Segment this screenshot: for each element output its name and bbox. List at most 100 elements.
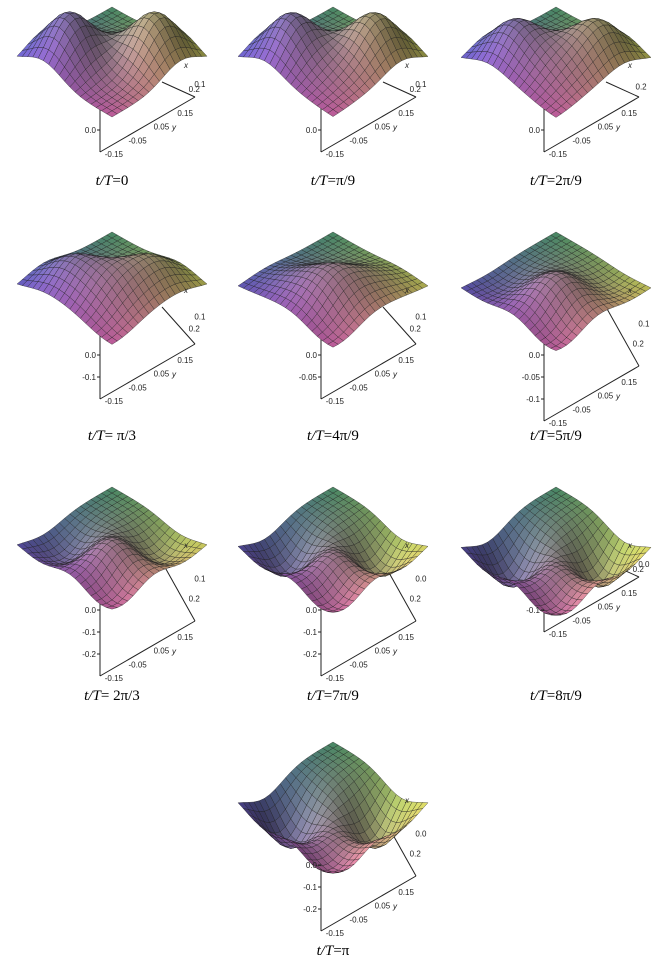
caption-value: =8π/9	[547, 688, 582, 704]
y-tick-label: -0.05	[350, 660, 369, 669]
surface-panel: 0.0-0.15-0.050.050.15y0.10.2xt/T=0	[17, 7, 207, 189]
surface-panel: 0.0-0.1-0.15-0.050.050.15y0.10.2xt/T= π/…	[17, 232, 207, 444]
x-tick-label: 0.1	[194, 575, 206, 584]
y-axis-label: y	[171, 123, 177, 132]
caption-variable: t/T	[96, 173, 114, 189]
y-tick-label: 0.15	[177, 356, 193, 365]
y-tick-label: 0.05	[154, 123, 170, 132]
y-axis	[100, 621, 195, 676]
y-tick-label: -0.05	[573, 405, 592, 414]
y-tick-label: 0.05	[154, 647, 170, 656]
x-axis	[606, 82, 639, 97]
y-tick-label: -0.15	[549, 630, 568, 639]
x-tick-label: 0.2	[410, 85, 422, 94]
y-tick-label: 0.15	[621, 109, 637, 118]
y-axis	[544, 366, 639, 421]
surface-patch	[328, 611, 339, 612]
y-axis	[100, 344, 195, 399]
y-axis-label: y	[392, 123, 398, 132]
z-tick-label: -0.1	[303, 628, 317, 637]
y-tick-label: -0.15	[326, 674, 345, 683]
y-tick-label: -0.05	[129, 136, 148, 145]
y-tick-label: 0.15	[398, 109, 414, 118]
y-tick-label: -0.05	[350, 915, 369, 924]
x-tick-label: 0.2	[189, 325, 201, 334]
surface-panel: 0.0-0.05-0.1-0.15-0.050.050.15y0.10.2xt/…	[461, 232, 651, 444]
y-axis-label: y	[615, 392, 621, 401]
y-tick-label: 0.05	[375, 370, 391, 379]
y-tick-label: 0.05	[598, 123, 614, 132]
caption-variable: t/T	[317, 943, 335, 959]
y-axis-label: y	[171, 370, 177, 379]
z-tick-label: 0.0	[306, 606, 318, 615]
y-tick-label: -0.05	[350, 136, 369, 145]
x-tick-label: 0.2	[410, 849, 422, 858]
caption-value: =7π/9	[324, 688, 359, 704]
y-tick-label: 0.15	[621, 589, 637, 598]
z-tick-label: -0.1	[82, 628, 96, 637]
z-tick-label: 0.0	[306, 861, 318, 870]
x-axis	[606, 307, 639, 366]
z-tick-label: 0.0	[529, 126, 541, 135]
y-axis-label: y	[392, 902, 398, 911]
y-tick-label: 0.05	[598, 603, 614, 612]
y-tick-label: -0.15	[105, 674, 124, 683]
y-tick-label: -0.15	[326, 150, 345, 159]
y-tick-label: -0.05	[573, 136, 592, 145]
y-tick-label: 0.15	[177, 109, 193, 118]
y-tick-label: -0.05	[129, 660, 148, 669]
y-tick-label: 0.05	[154, 370, 170, 379]
x-tick-label: 0.1	[415, 312, 427, 321]
panel-caption: t/T=π/9	[311, 173, 355, 189]
caption-variable: t/T	[530, 428, 548, 444]
y-tick-label: 0.05	[375, 123, 391, 132]
caption-variable: t/T	[311, 173, 329, 189]
y-tick-label: -0.15	[105, 397, 124, 406]
z-tick-label: 0.0	[529, 351, 541, 360]
panel-caption: t/T=π	[317, 943, 350, 959]
x-tick-label: 0.1	[194, 312, 206, 321]
y-tick-label: 0.05	[375, 647, 391, 656]
caption-value: = π/3	[105, 428, 136, 444]
y-tick-label: -0.15	[105, 150, 124, 159]
surface-panel: 0.0-0.15-0.050.050.15y0.10.2xt/T=π/9	[238, 7, 428, 189]
y-axis-label: y	[615, 603, 621, 612]
z-tick-label: -0.2	[303, 905, 317, 914]
x-tick-label: 0.2	[189, 594, 201, 603]
z-tick-label: -0.1	[303, 883, 317, 892]
y-tick-label: -0.05	[350, 383, 369, 392]
surface-panel: 0.0-0.05-0.15-0.050.050.15y0.10.2xt/T=4π…	[238, 232, 428, 444]
y-tick-label: 0.05	[598, 392, 614, 401]
panel-caption: t/T=0	[96, 173, 129, 189]
x-tick-label: 0.2	[633, 339, 645, 348]
z-tick-label: -0.1	[526, 395, 540, 404]
panel-caption: t/T= π/3	[88, 428, 136, 444]
z-tick-label: 0.0	[85, 126, 97, 135]
x-tick-label: 0.0	[415, 575, 427, 584]
y-tick-label: 0.05	[375, 902, 391, 911]
y-axis-label: y	[171, 647, 177, 656]
surface-panel: -0.1-0.15-0.050.050.15y0.00.2xt/T=8π/9	[461, 487, 651, 704]
caption-variable: t/T	[88, 428, 106, 444]
x-tick-label: 0.1	[638, 320, 650, 329]
z-tick-label: -0.05	[522, 373, 541, 382]
z-tick-label: -0.1	[82, 373, 96, 382]
y-tick-label: -0.15	[326, 929, 345, 938]
y-axis-label: y	[615, 123, 621, 132]
caption-value: =2π/9	[547, 173, 582, 189]
y-tick-label: 0.15	[621, 378, 637, 387]
z-tick-label: -0.1	[526, 606, 540, 615]
x-axis-label: x	[627, 61, 633, 70]
y-tick-label: 0.15	[398, 633, 414, 642]
z-tick-label: 0.0	[306, 351, 318, 360]
z-tick-label: -0.2	[82, 650, 96, 659]
caption-variable: t/T	[307, 688, 325, 704]
caption-value: = 2π/3	[101, 688, 140, 704]
panel-caption: t/T= 2π/3	[84, 688, 140, 704]
caption-variable: t/T	[530, 688, 548, 704]
y-tick-label: -0.05	[573, 616, 592, 625]
z-tick-label: -0.05	[299, 373, 318, 382]
x-axis	[162, 562, 195, 621]
